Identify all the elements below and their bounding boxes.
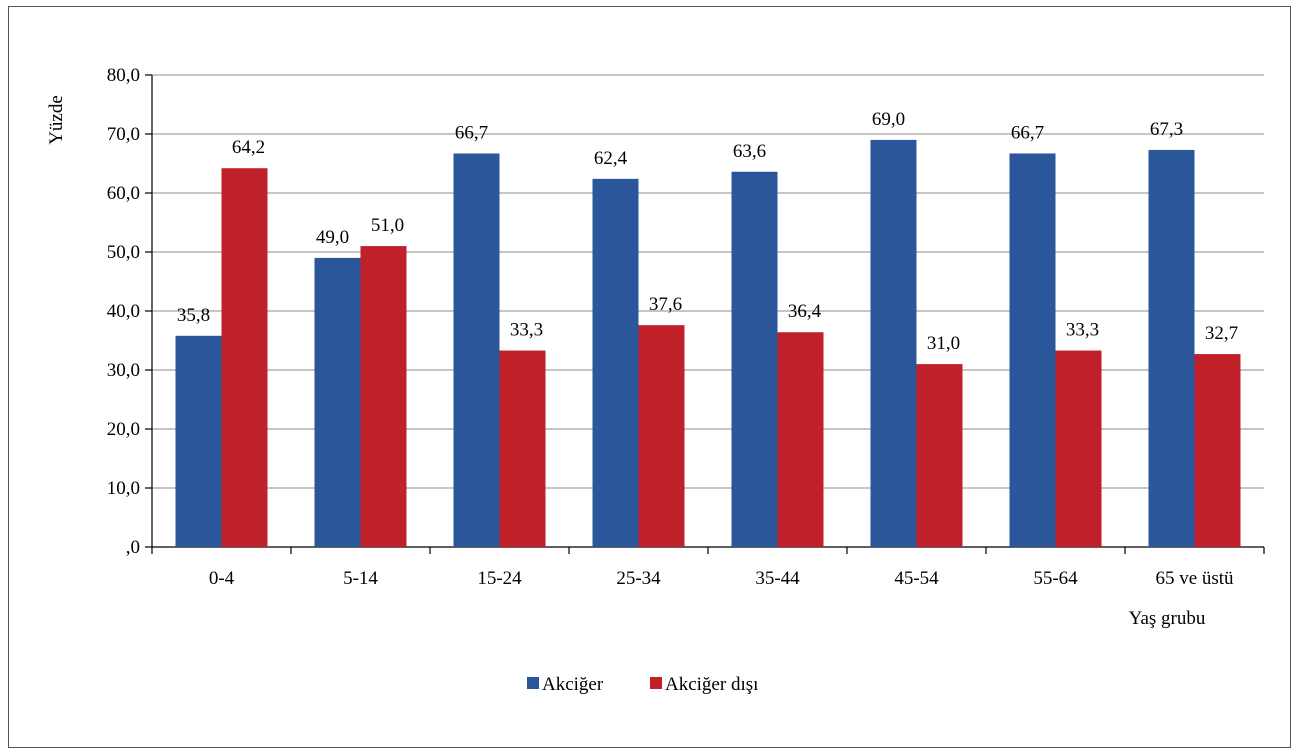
x-tick-label: 35-44 [755,568,800,589]
y-axis: ,0 10,0 20,0 30,0 40,0 50,0 60,0 70,0 80,0 [107,65,153,558]
data-label: 37,6 [649,294,682,315]
bar-akciger [1148,149,1195,547]
data-label: 51,0 [371,215,404,236]
bar-akciger [592,178,639,547]
x-tick-label: 5-14 [343,568,378,589]
bar-akciger-disi [360,246,407,547]
bar-akciger [1009,153,1056,547]
x-tick-label: 25-34 [616,568,661,589]
y-tick-label: 70,0 [107,124,140,145]
data-label: 33,3 [1066,320,1099,341]
bar-akciger [731,171,778,547]
data-label: 31,0 [927,333,960,354]
legend-label: Akciğer dışı [665,674,758,695]
x-tick-label: 15-24 [477,568,522,589]
bar-akciger [870,139,917,547]
legend: Akciğer Akciğer dışı [527,674,758,695]
y-tick-label: ,0 [126,537,140,558]
bar-akciger-disi [221,168,268,547]
x-axis: 0-4 5-14 15-24 25-34 35-44 45-54 55-64 65 ve üs… [151,546,1265,589]
y-tick-label: 80,0 [107,65,140,86]
y-axis-title: Yüzde [46,95,67,145]
bar-akciger-disi [499,350,546,547]
bar-akciger-disi [638,325,685,547]
bar-akciger [314,257,361,547]
legend-swatch [527,677,539,689]
data-label: 49,0 [316,227,349,248]
y-tick-label: 10,0 [107,478,140,499]
data-label: 62,4 [594,148,628,169]
bars [175,139,1241,547]
x-tick-label: 65 ve üstü [1155,568,1234,589]
data-label: 35,8 [177,305,210,326]
data-label: 66,7 [1011,122,1044,143]
x-tick-label: 45-54 [894,568,939,589]
x-axis-title: Yaş grubu [1129,608,1206,629]
data-label: 36,4 [788,301,822,322]
y-tick-label: 20,0 [107,419,140,440]
bar-akciger-disi [1055,350,1102,547]
bar-akciger-disi [777,332,824,547]
bar-akciger-disi [1194,354,1241,547]
data-label: 33,3 [510,320,543,341]
data-label: 67,3 [1150,119,1183,140]
bar-akciger [175,335,222,547]
y-tick-label: 50,0 [107,242,140,263]
legend-label: Akciğer [542,674,604,695]
y-tick-label: 30,0 [107,360,140,381]
x-tick-label: 55-64 [1033,568,1078,589]
legend-swatch [650,677,662,689]
data-label: 63,6 [733,141,766,162]
bar-akciger-disi [916,364,963,547]
data-label: 66,7 [455,122,488,143]
bar-akciger [453,153,500,547]
x-tick-label: 0-4 [209,568,235,589]
y-tick-label: 40,0 [107,301,140,322]
y-tick-label: 60,0 [107,183,140,204]
data-label: 64,2 [232,137,265,158]
data-label: 32,7 [1205,323,1238,344]
data-labels: 35,8 49,0 66,7 62,4 63,6 69,0 66,7 67,3 64,2 51,0… [177,109,1238,354]
data-label: 69,0 [872,109,905,130]
